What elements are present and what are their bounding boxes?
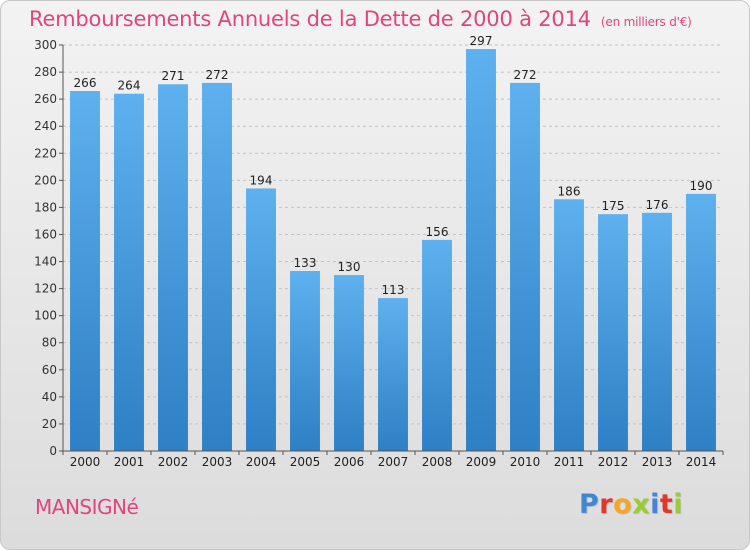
data-label: 190 [690, 179, 713, 193]
x-tick-label: 2005 [290, 455, 321, 469]
x-tick-label: 2006 [334, 455, 365, 469]
bar [70, 91, 100, 451]
bar [686, 193, 716, 451]
data-label: 264 [118, 79, 141, 93]
data-label: 176 [646, 198, 669, 212]
y-tick-label: 20 [42, 417, 57, 431]
bar [246, 188, 276, 451]
data-label: 156 [426, 225, 449, 239]
x-axis-ticks: 2000 2001 2002 2003 2004 2005 2006 2007 2008 2009… [62, 451, 724, 469]
data-labels: 266 264 271 272 194 133 130 113 156 297 272 186 175 1… [74, 34, 713, 297]
y-tick-label: 100 [34, 309, 57, 323]
bar [290, 271, 320, 451]
y-tick-label: 300 [34, 38, 57, 52]
logo-letter: o [613, 489, 633, 520]
y-tick-label: 220 [34, 146, 57, 160]
data-label: 133 [294, 256, 317, 270]
logo-letter: t [659, 489, 674, 520]
chart-title: Remboursements Annuels de la Dette de 20… [29, 7, 692, 31]
bar [334, 275, 364, 451]
x-tick-label: 2014 [686, 455, 717, 469]
x-tick-label: 2013 [642, 455, 673, 469]
bar [466, 49, 496, 452]
bar [554, 199, 584, 451]
bar [598, 214, 628, 451]
y-tick-label: 240 [34, 119, 57, 133]
y-tick-label: 0 [49, 444, 57, 458]
y-tick-label: 260 [34, 92, 57, 106]
data-label: 297 [470, 34, 493, 48]
y-tick-label: 180 [34, 200, 57, 214]
bar [510, 82, 540, 451]
y-tick-label: 40 [42, 390, 57, 404]
data-label: 194 [250, 173, 273, 187]
x-tick-label: 2000 [70, 455, 101, 469]
logo-letter: x [632, 489, 651, 520]
y-tick-label: 140 [34, 255, 57, 269]
y-tick-label: 80 [42, 336, 57, 350]
x-tick-label: 2004 [246, 455, 277, 469]
bar [114, 93, 144, 451]
y-tick-label: 280 [34, 65, 57, 79]
y-tick-label: 60 [42, 363, 57, 377]
logo-letter: i [650, 489, 660, 520]
x-tick-label: 2007 [378, 455, 409, 469]
commune-name: MANSIGNé [35, 495, 139, 519]
data-label: 266 [74, 76, 97, 90]
data-label: 113 [382, 283, 405, 297]
chart-title-text: Remboursements Annuels de la Dette de 20… [29, 7, 591, 31]
bar [158, 84, 188, 451]
x-tick-label: 2010 [510, 455, 541, 469]
data-label: 272 [206, 68, 229, 82]
x-tick-label: 2009 [466, 455, 497, 469]
logo-letter: P [579, 489, 600, 520]
logo-letter: i [673, 489, 684, 520]
x-tick-label: 2003 [202, 455, 233, 469]
y-tick-label: 200 [34, 173, 57, 187]
bar [378, 298, 408, 451]
bar [202, 82, 232, 451]
x-tick-label: 2001 [114, 455, 145, 469]
bars [70, 49, 716, 452]
y-axis-ticks: 0 20 40 60 80 100 120 140 160 180 200 220 240 260 280 3… [34, 38, 63, 458]
x-tick-label: 2002 [158, 455, 189, 469]
data-label: 130 [338, 260, 361, 274]
data-label: 186 [558, 184, 581, 198]
data-label: 175 [602, 199, 625, 213]
x-tick-label: 2008 [422, 455, 453, 469]
y-tick-label: 160 [34, 227, 57, 241]
proxiti-logo: Proxiti [579, 489, 683, 520]
bar [422, 239, 452, 451]
logo-letter: r [599, 489, 614, 520]
data-label: 272 [514, 68, 537, 82]
x-tick-label: 2011 [554, 455, 585, 469]
bar [642, 212, 672, 451]
chart-subtitle: (en milliers d'€) [600, 15, 692, 29]
data-label: 271 [162, 69, 185, 83]
x-tick-label: 2012 [598, 455, 629, 469]
y-tick-label: 120 [34, 282, 57, 296]
